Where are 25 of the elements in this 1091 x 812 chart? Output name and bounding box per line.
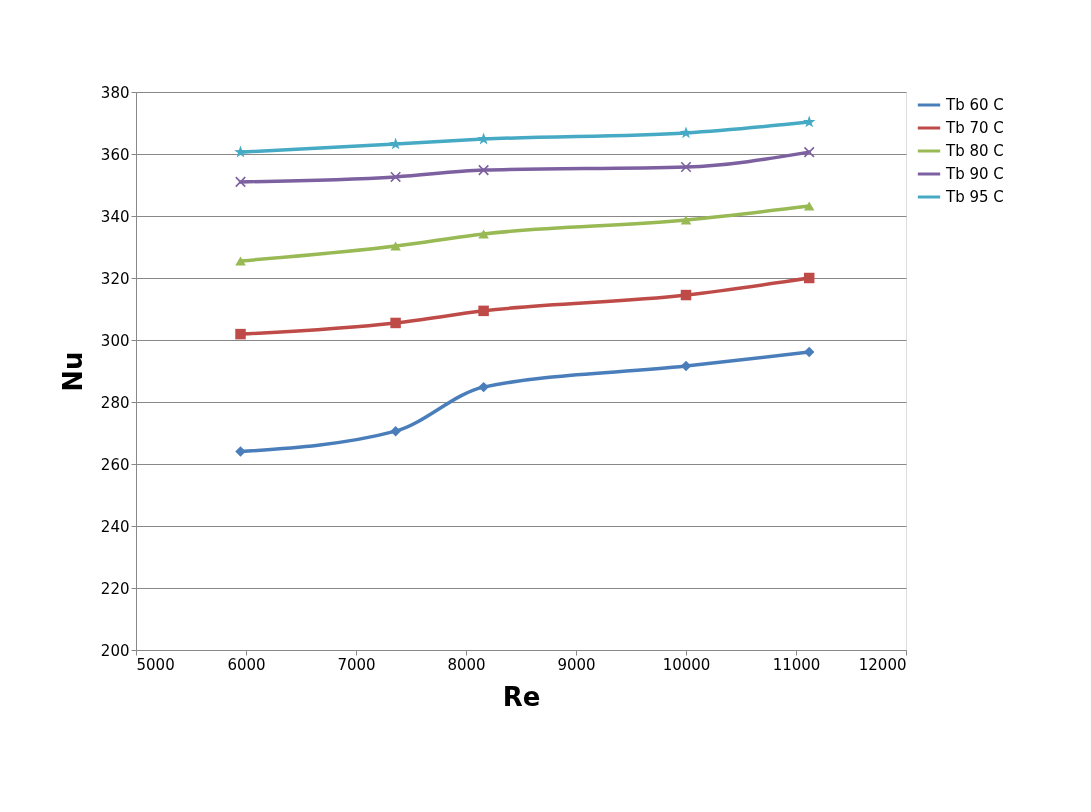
x-tick-label: 12000 [858,655,907,674]
x-tick-label: 8000 [447,655,486,674]
y-tick-label: 200 [100,641,130,660]
y-tick-label: 320 [100,269,130,288]
x-tick-label: 9000 [557,655,596,674]
y-tick-label: 260 [100,455,130,474]
y-tick-label: 360 [100,145,130,164]
legend-label: Tb 70 C [945,119,1004,137]
x-tick-label: 10000 [662,655,711,674]
y-tick-label: 380 [100,83,130,102]
x-tick-label: 6000 [227,655,266,674]
y-tick-label: 220 [100,579,130,598]
y-tick-label: 280 [100,393,130,412]
x-tick-label: 11000 [772,655,821,674]
x-tick-label: 7000 [337,655,376,674]
legend-label: Tb 95 C [945,188,1004,206]
y-tick-label: 340 [100,207,130,226]
x-tick-label: 5000 [136,655,175,674]
legend-label: Tb 80 C [945,142,1004,160]
legend-label: Tb 60 C [945,96,1004,114]
y-tick-label: 240 [100,517,130,536]
x-axis-title: Re [502,681,541,712]
legend-label: Tb 90 C [945,165,1004,183]
y-tick-label: 300 [100,331,130,350]
y-axis-title: Nu [57,351,88,392]
